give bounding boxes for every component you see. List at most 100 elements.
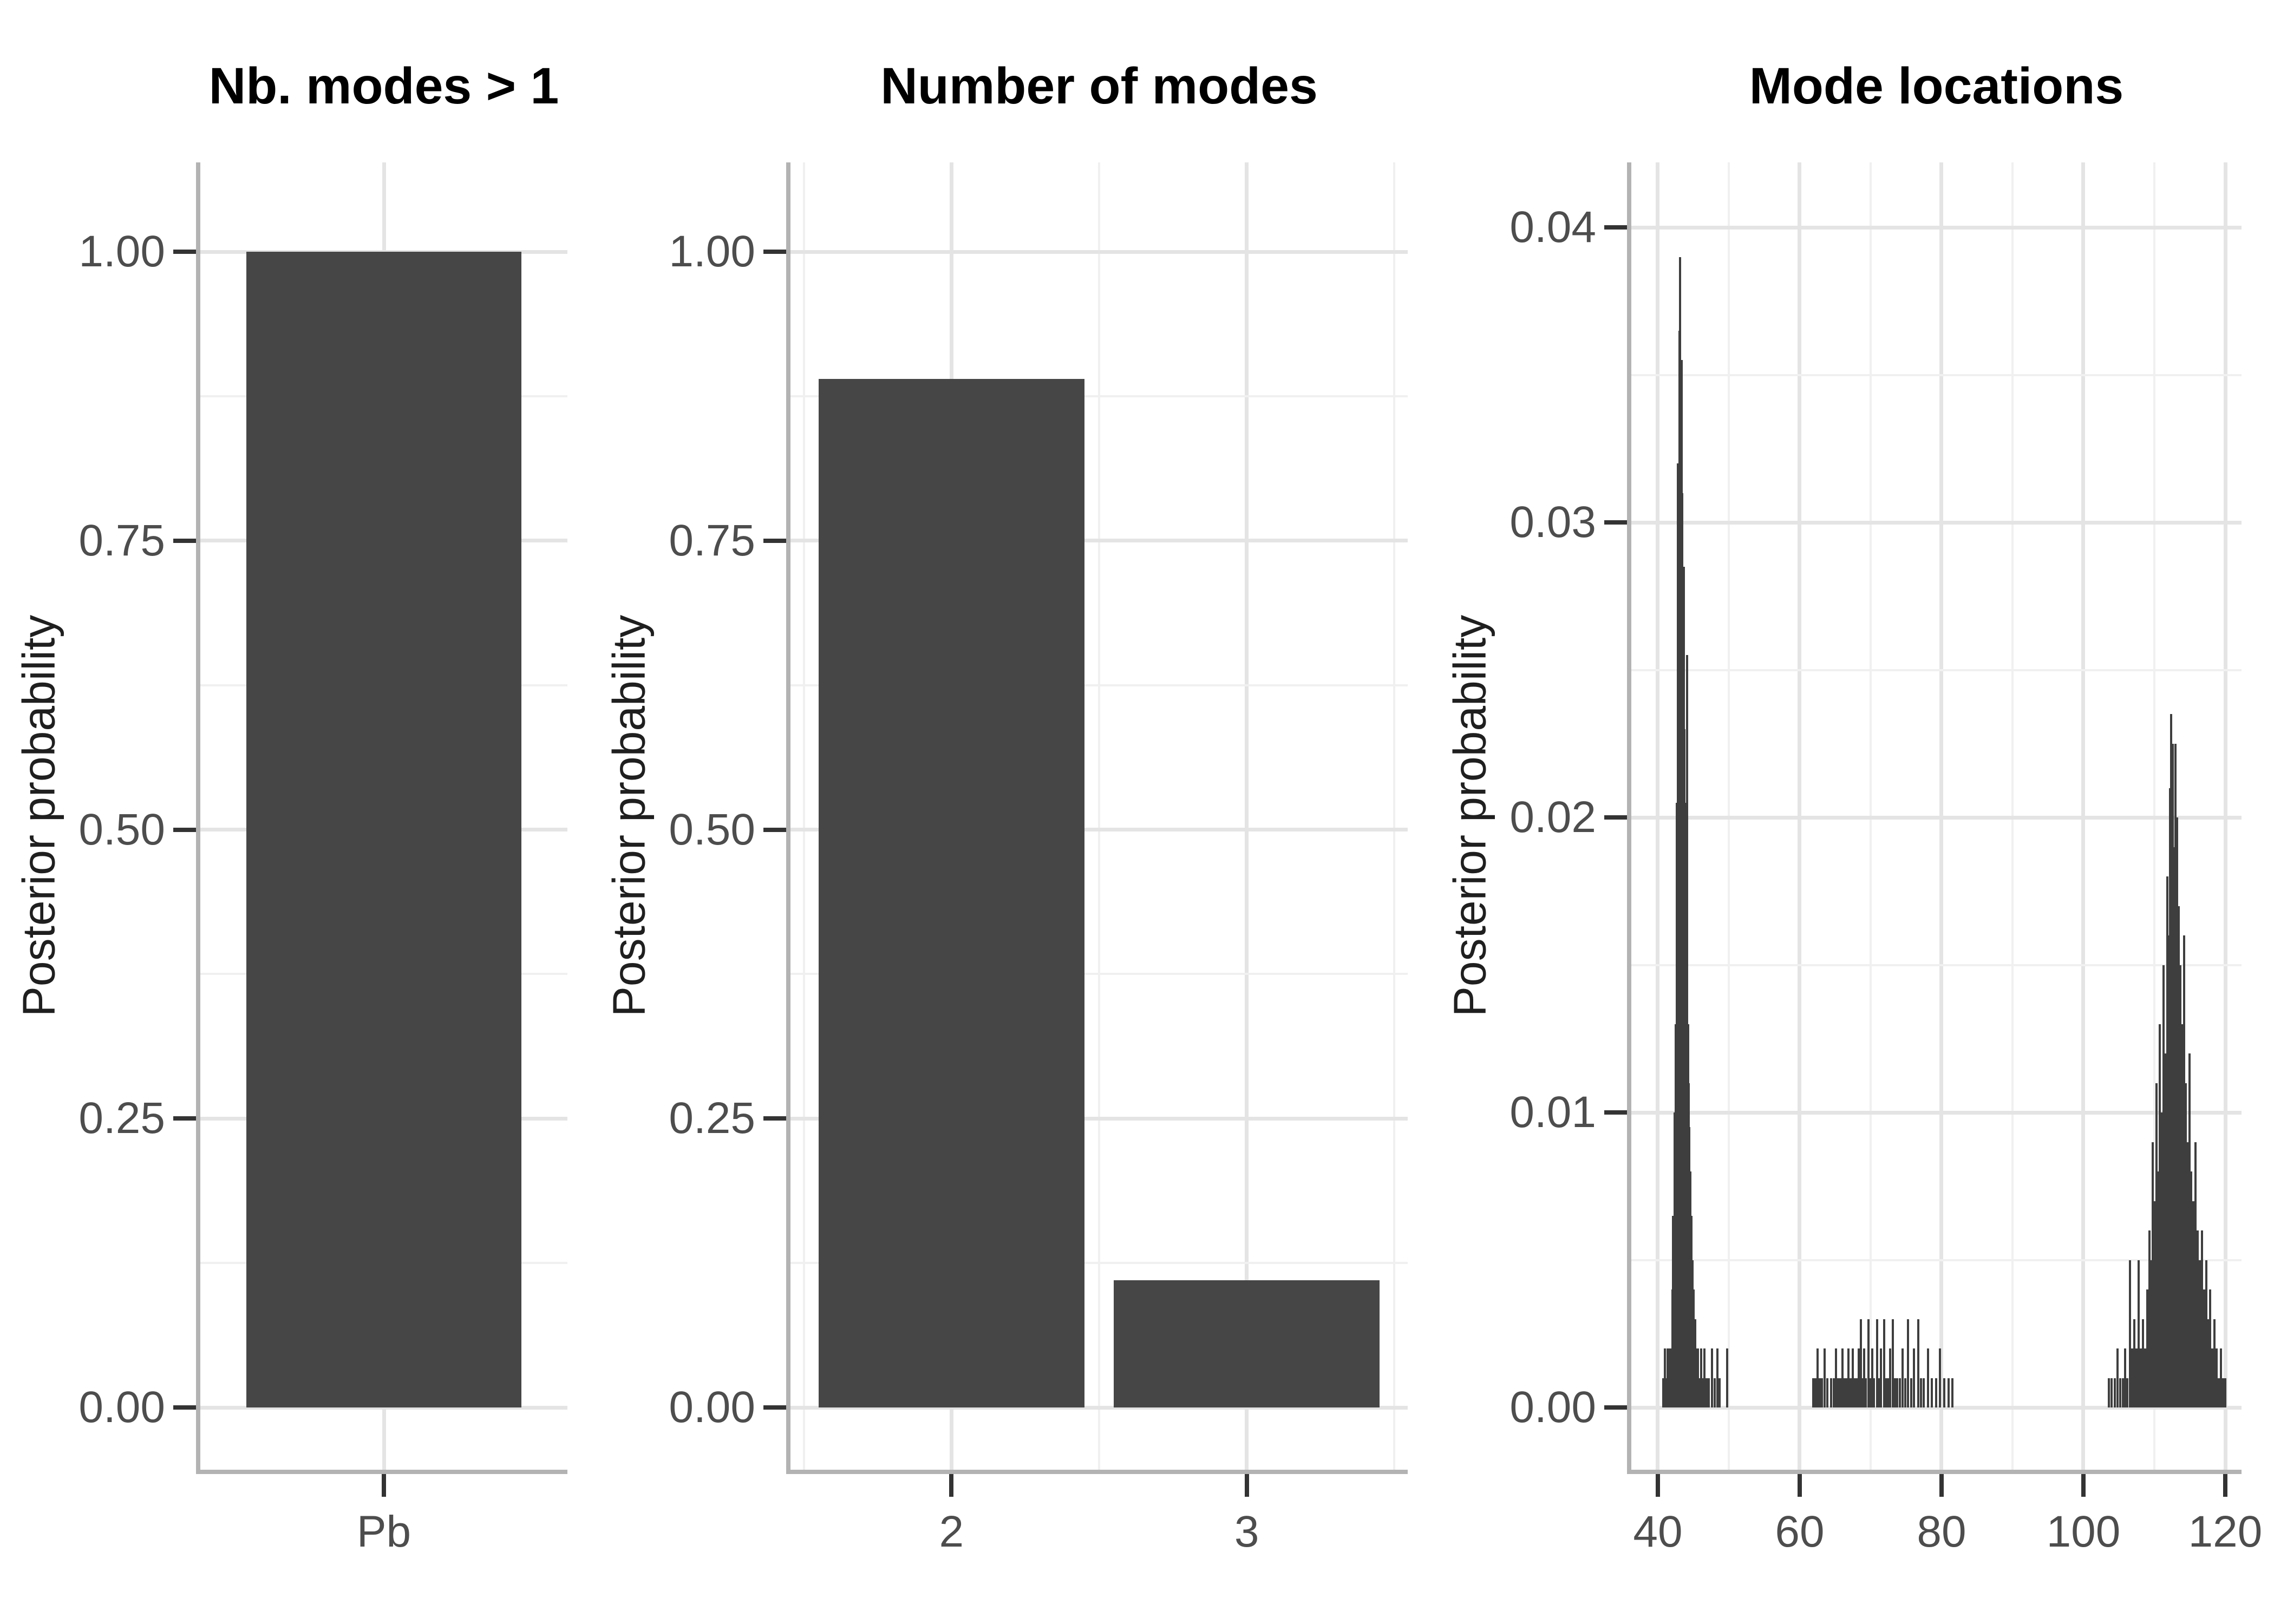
y-tick-label: 0.02 <box>1510 793 1596 842</box>
panel2-title: Number of modes <box>880 57 1318 115</box>
histogram-spike <box>1872 1378 1875 1407</box>
histogram-spike <box>1917 1319 1919 1407</box>
histogram-spike <box>1845 1378 1848 1407</box>
histogram-spike <box>1876 1319 1878 1407</box>
panel2-y-axis-title: Posterior probability <box>603 614 655 1017</box>
histogram-spike <box>2190 1171 2193 1407</box>
histogram-spike <box>2186 1142 2189 1407</box>
histogram-spike <box>2155 1083 2158 1407</box>
panel3-y-axis-title: Posterior probability <box>1444 614 1495 1017</box>
histogram-spike <box>1834 1348 1837 1407</box>
panel3-title: Mode locations <box>1749 57 2124 115</box>
histogram-spike <box>1889 1348 1892 1407</box>
x-axis-line <box>1627 1470 2242 1474</box>
histogram-spike <box>1907 1319 1910 1407</box>
y-major-gridline <box>200 1405 567 1410</box>
histogram-spike <box>1951 1378 1953 1407</box>
histogram-spike <box>1896 1378 1899 1407</box>
histogram-spike <box>1693 1289 1695 1407</box>
y-tick-mark <box>763 1405 786 1410</box>
y-tick-mark <box>1604 1110 1627 1115</box>
histogram-spike <box>1858 1348 1860 1407</box>
histogram-spike <box>2144 1348 2146 1407</box>
y-minor-gridline <box>1631 374 2242 376</box>
histogram-spike <box>2194 1142 2197 1407</box>
histogram-spike <box>2116 1348 2119 1407</box>
histogram-spike <box>1726 1348 1729 1407</box>
y-tick-mark <box>763 1116 786 1121</box>
histogram-spike <box>2150 1260 2153 1407</box>
y-tick-mark <box>173 250 196 254</box>
bar <box>1114 1280 1380 1407</box>
histogram-spike <box>1697 1348 1699 1407</box>
y-tick-mark <box>1604 225 1627 230</box>
histogram-spike <box>2220 1348 2223 1407</box>
histogram-spike <box>1662 1378 1664 1407</box>
y-major-gridline <box>1631 520 2242 525</box>
y-major-gridline <box>1631 225 2242 230</box>
histogram-spike <box>1893 1378 1896 1407</box>
histogram-spike <box>2172 743 2174 1407</box>
histogram-spike <box>1816 1348 1819 1407</box>
histogram-spike <box>1856 1378 1859 1407</box>
histogram-spike <box>2110 1378 2113 1407</box>
y-major-gridline <box>790 828 1408 831</box>
panel1-title: Nb. modes > 1 <box>208 57 559 115</box>
histogram-spike <box>2162 965 2165 1407</box>
histogram-spike <box>2218 1378 2220 1407</box>
histogram-spike <box>1698 1378 1701 1407</box>
histogram-spike <box>1823 1348 1826 1407</box>
histogram-spike <box>1912 1348 1915 1407</box>
x-tick-label: Pb <box>356 1507 411 1556</box>
histogram-spike <box>2200 1230 2203 1407</box>
y-tick-mark <box>763 538 786 543</box>
histogram-spike <box>2181 1024 2184 1407</box>
histogram-spike <box>2175 817 2178 1407</box>
x-tick-label: 2 <box>939 1507 964 1556</box>
histogram-spike <box>2167 935 2170 1407</box>
histogram-spike <box>1694 1319 1696 1407</box>
histogram-spike <box>1664 1348 1667 1407</box>
histogram-spike <box>2138 1260 2140 1407</box>
histogram-spike <box>1927 1348 1930 1407</box>
y-major-gridline <box>790 250 1408 254</box>
y-major-gridline <box>1631 815 2242 820</box>
histogram-spike <box>1710 1348 1713 1407</box>
histogram-spike <box>1943 1378 1946 1407</box>
histogram-spike <box>2108 1378 2110 1407</box>
histogram-spike <box>1883 1319 1885 1407</box>
histogram-spike <box>2164 1053 2167 1407</box>
histogram-spike <box>1718 1378 1721 1407</box>
y-tick-label: 0.75 <box>79 515 165 565</box>
histogram-spike <box>1700 1348 1702 1407</box>
histogram-spike <box>2142 1319 2145 1407</box>
y-major-gridline <box>790 1405 1408 1410</box>
histogram-spike <box>2166 876 2168 1407</box>
histogram-spike <box>1826 1378 1829 1407</box>
x-tick-mark <box>1244 1474 1249 1497</box>
y-tick-mark <box>1604 520 1627 525</box>
x-tick-mark <box>1655 1474 1660 1497</box>
histogram-spike <box>2216 1348 2218 1407</box>
histogram-spike <box>2133 1319 2136 1407</box>
histogram-spike <box>1829 1378 1832 1407</box>
histogram-spike <box>2196 1230 2199 1407</box>
panel1-y-axis-title: Posterior probability <box>13 614 64 1017</box>
y-major-gridline <box>1631 1405 2242 1410</box>
y-major-gridline <box>790 539 1408 543</box>
histogram-spike <box>2198 1260 2201 1407</box>
y-tick-label: 0.25 <box>669 1093 755 1143</box>
histogram-spike <box>1869 1378 1872 1407</box>
x-axis-line <box>786 1470 1408 1474</box>
y-minor-gridline <box>790 1262 1408 1265</box>
histogram-spike <box>1898 1378 1901 1407</box>
histogram-spike <box>1865 1378 1867 1407</box>
x-tick-label: 100 <box>2046 1507 2121 1556</box>
bar <box>818 378 1084 1407</box>
y-tick-label: 0.00 <box>1510 1383 1596 1432</box>
histogram-spike <box>1904 1378 1907 1407</box>
histogram-spike <box>2124 1348 2127 1407</box>
y-tick-mark <box>173 827 196 832</box>
y-tick-label: 0.00 <box>669 1383 755 1432</box>
histogram-spike <box>2140 1348 2142 1407</box>
